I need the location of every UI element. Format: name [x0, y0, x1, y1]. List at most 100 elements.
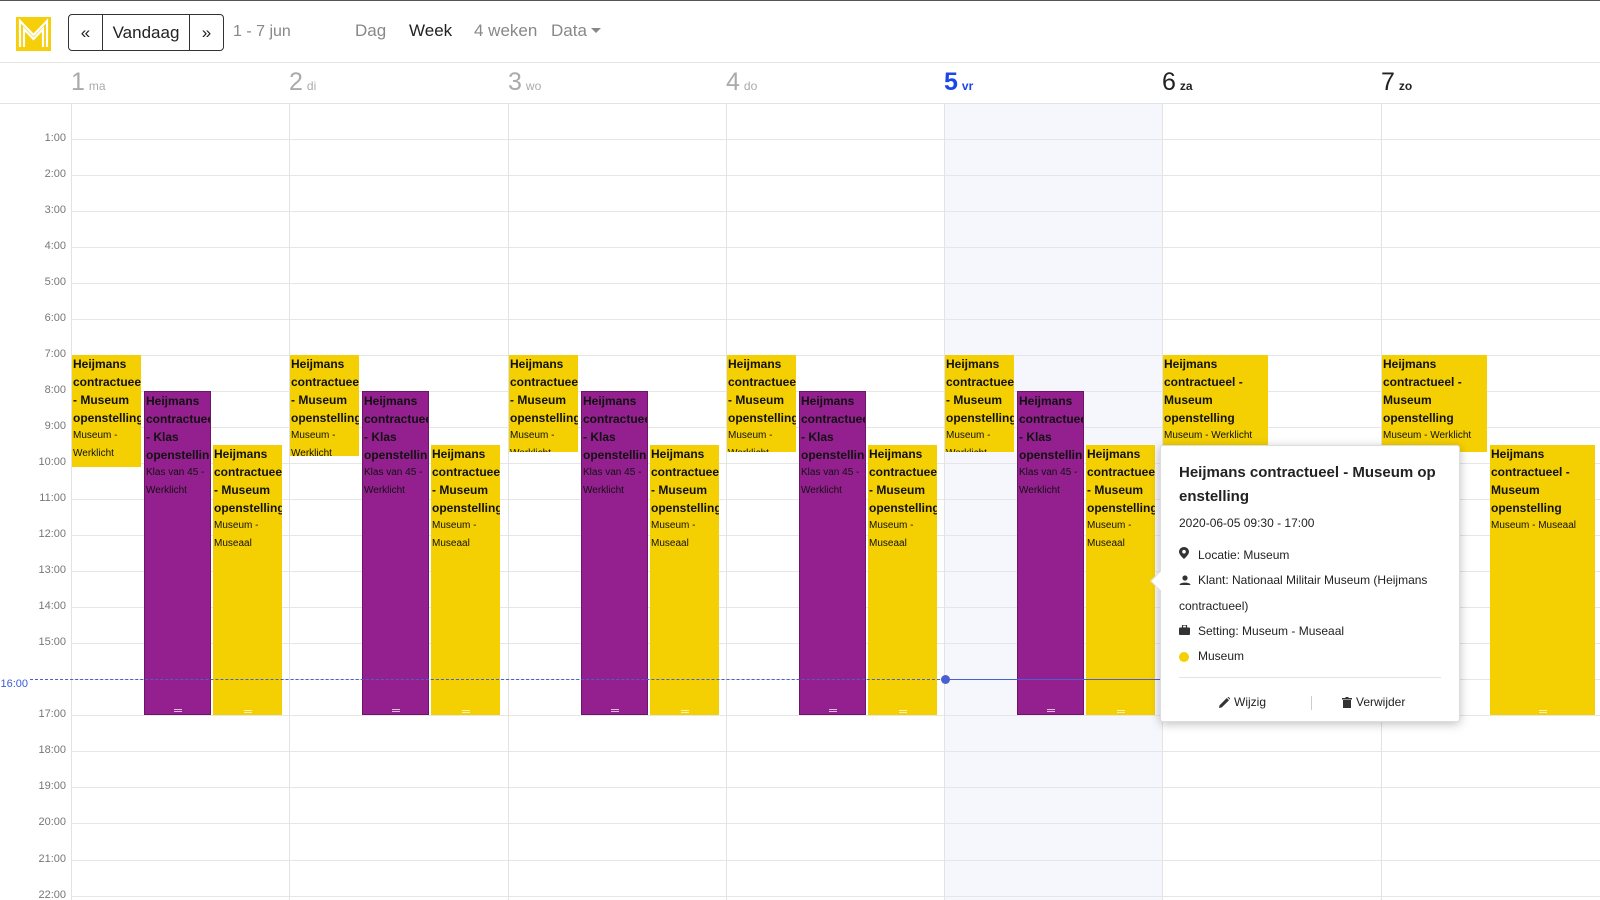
calendar-event[interactable]: Heijmans contractueel - Museum openstell… [868, 445, 937, 715]
time-label: 5:00 [44, 276, 66, 288]
chevron-down-icon [590, 27, 601, 33]
today-button[interactable]: Vandaag [103, 15, 190, 50]
calendar-event[interactable]: Heijmans contractueel - Museum openstell… [1086, 445, 1155, 715]
calendar-event[interactable]: Heijmans contractueel - Klas openstellin… [362, 391, 429, 715]
day-header-6[interactable]: 6 za [1162, 68, 1193, 100]
time-label: 22:00 [38, 889, 66, 900]
popover-location-text: Locatie: Museum [1198, 548, 1290, 562]
popover-location: Locatie: Museum [1179, 543, 1441, 568]
resize-handle[interactable] [828, 709, 837, 712]
hour-line [72, 319, 1600, 320]
popover-date: 2020-06-05 09:30 - 17:00 [1179, 516, 1315, 530]
calendar-event[interactable]: Heijmans contractueel - Museum openstell… [72, 355, 141, 467]
day-header-3[interactable]: 3 wo [508, 68, 541, 100]
view-week[interactable]: Week [409, 21, 453, 40]
resize-handle[interactable] [1538, 710, 1547, 713]
event-title: Heijmans contractueel - Museum openstell… [73, 357, 141, 425]
event-title: Heijmans contractueel - Museum openstell… [510, 357, 578, 425]
app-logo[interactable] [16, 17, 51, 51]
resize-handle[interactable] [173, 709, 182, 712]
day-number: 2 [289, 68, 303, 96]
resize-handle[interactable] [243, 710, 252, 713]
popover-category-text: Museum [1198, 648, 1245, 663]
edit-event-label: Wijzig [1234, 695, 1266, 709]
time-label: 8:00 [44, 384, 66, 396]
day-header-5[interactable]: 5 vr [944, 68, 973, 100]
calendar-event[interactable]: Heijmans contractueel - Museum openstell… [727, 355, 796, 452]
event-subtitle: Museum - Werklicht [1383, 430, 1472, 441]
time-label: 13:00 [38, 564, 66, 576]
event-title: Heijmans contractueel - Museum openstell… [1164, 357, 1243, 425]
calendar-event[interactable]: Heijmans contractueel - Museum openstell… [213, 445, 282, 715]
resize-handle[interactable] [461, 710, 470, 713]
calendar-event[interactable]: Heijmans contractueel - Museum openstell… [1163, 355, 1268, 452]
delete-event-label: Verwijder [1356, 695, 1406, 709]
resize-handle[interactable] [1046, 709, 1055, 712]
resize-handle[interactable] [898, 710, 907, 713]
calendar-event[interactable]: Heijmans contractueel - Museum openstell… [431, 445, 500, 715]
calendar-event[interactable]: Heijmans contractueel - Klas openstellin… [581, 391, 648, 715]
event-subtitle: Klas van 45 - Werklicht [1019, 467, 1078, 496]
day-name: do [743, 79, 758, 93]
time-label: 14:00 [38, 600, 66, 612]
event-subtitle: Museum - Werklicht [73, 430, 118, 459]
popover-category: Museum [1179, 644, 1441, 669]
resize-handle[interactable] [680, 710, 689, 713]
event-title: Heijmans contractueel - Klas openstellin… [364, 394, 429, 462]
calendar-event[interactable]: Heijmans contractueel - Museum openstell… [509, 355, 578, 452]
current-time-dot [941, 675, 950, 684]
calendar-event[interactable]: Heijmans contractueel - Museum openstell… [1490, 445, 1595, 715]
time-label: 10:00 [38, 456, 66, 468]
resize-handle[interactable] [391, 709, 400, 712]
day-header-row: 1 ma 2 di 3 wo 4 do 5 vr 6 za 7 zo [0, 64, 1600, 104]
event-subtitle: Museum - Museaal [869, 520, 914, 549]
day-number: 4 [726, 68, 740, 96]
view-4-weeks[interactable]: 4 weken [474, 21, 538, 40]
event-subtitle: Klas van 45 - Werklicht [146, 467, 205, 496]
day-column-line [71, 104, 72, 900]
time-label: 3:00 [44, 204, 66, 216]
day-name: vr [961, 79, 974, 93]
time-label: 15:00 [38, 636, 66, 648]
day-header-7[interactable]: 7 zo [1381, 68, 1412, 100]
calendar-event[interactable]: Heijmans contractueel - Museum openstell… [1382, 355, 1487, 452]
day-column-line [508, 104, 509, 900]
day-number: 5 [944, 68, 958, 96]
time-label: 21:00 [38, 853, 66, 865]
event-title: Heijmans contractueel - Museum openstell… [651, 447, 719, 515]
hour-line [72, 139, 1600, 140]
day-column-line [944, 104, 945, 900]
date-range-label: 1 - 7 jun [233, 23, 291, 40]
calendar-event[interactable]: Heijmans contractueel - Museum openstell… [290, 355, 359, 456]
calendar-event[interactable]: Heijmans contractueel - Museum openstell… [650, 445, 719, 715]
day-header-4[interactable]: 4 do [726, 68, 757, 100]
event-title: Heijmans contractueel - Museum openstell… [432, 447, 500, 515]
previous-week-button[interactable]: « [69, 15, 103, 50]
event-title: Heijmans contractueel - Klas openstellin… [801, 394, 866, 462]
day-header-2[interactable]: 2 di [289, 68, 316, 100]
delete-event-button[interactable]: Verwijder [1342, 695, 1405, 709]
calendar-event[interactable]: Heijmans contractueel - Museum openstell… [945, 355, 1014, 452]
resize-handle[interactable] [1116, 710, 1125, 713]
week-grid: 1:00 2:00 3:00 4:00 5:00 6:00 7:00 8:00 9:00 10:0… [0, 104, 1600, 900]
person-icon [1179, 569, 1193, 594]
view-data-dropdown[interactable]: Data [551, 21, 601, 41]
day-header-1[interactable]: 1 ma [71, 68, 106, 100]
event-title: Heijmans contractueel - Museum openstell… [291, 357, 359, 425]
next-week-button[interactable]: » [201, 22, 212, 42]
calendar-event[interactable]: Heijmans contractueel - Klas openstellin… [799, 391, 866, 715]
popover-client-text: Klant: Nationaal Militair Museum (Heijma… [1179, 573, 1428, 613]
popover-actions: Wijzig Verwijder [1179, 677, 1441, 723]
event-title: Heijmans contractueel - Museum openstell… [869, 447, 937, 515]
time-label: 19:00 [38, 780, 66, 792]
event-subtitle: Museum - Werklicht [1164, 430, 1253, 441]
calendar-event[interactable]: Heijmans contractueel - Klas openstellin… [144, 391, 211, 715]
time-label: 9:00 [44, 420, 66, 432]
hour-line [72, 787, 1600, 788]
resize-handle[interactable] [610, 709, 619, 712]
view-day[interactable]: Dag [355, 21, 387, 40]
edit-event-button[interactable]: Wijzig [1219, 695, 1266, 709]
event-subtitle: Museum - Museaal [1491, 520, 1577, 531]
calendar-event[interactable]: Heijmans contractueel - Klas openstellin… [1017, 391, 1084, 715]
time-label: 18:00 [38, 744, 66, 756]
